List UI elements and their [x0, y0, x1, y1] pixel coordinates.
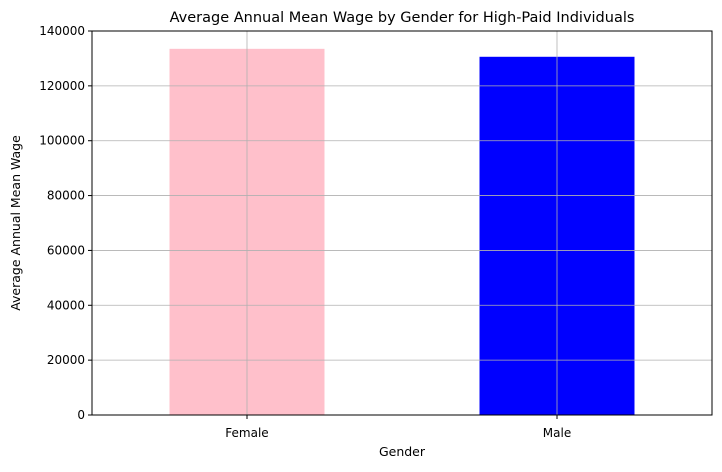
y-tick-label: 20000	[47, 353, 85, 367]
plot-area: 0 20000 40000 60000 80000 100000 120000 140000 F…	[39, 24, 713, 440]
chart-title: Average Annual Mean Wage by Gender for H…	[170, 10, 635, 26]
y-tick-label: 140000	[39, 24, 85, 38]
y-tick-label: 120000	[39, 79, 85, 93]
y-tick-label: 40000	[47, 298, 85, 312]
x-tick-label: Female	[225, 426, 268, 440]
y-tick-label: 80000	[47, 189, 85, 203]
y-tick-label: 100000	[39, 134, 85, 148]
y-tick-label: 60000	[47, 243, 85, 257]
x-axis-label: Gender	[379, 444, 426, 459]
plot-frame	[91, 30, 713, 416]
y-axis-label: Average Annual Mean Wage	[8, 135, 23, 311]
x-tick-label: Male	[543, 426, 571, 440]
y-tick-label: 0	[77, 408, 85, 422]
